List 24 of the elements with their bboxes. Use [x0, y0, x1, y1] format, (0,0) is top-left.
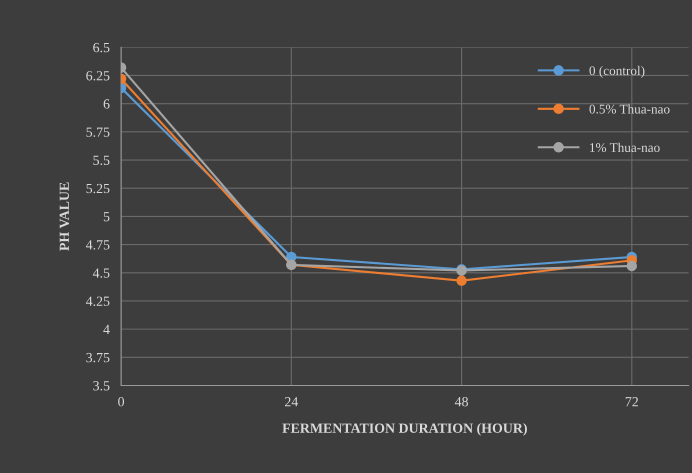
x-tick-label: 72: [626, 397, 638, 406]
legend-label: 0 (control): [589, 66, 644, 78]
point: [626, 260, 638, 272]
point: [456, 275, 467, 286]
y-tick-label: 4.5: [92, 268, 110, 278]
y-tick-label: 6.5: [93, 42, 110, 52]
y-tick-label: 4.75: [86, 240, 110, 250]
y-tick-label: 4: [103, 324, 110, 334]
y-tick-label: 5: [104, 212, 110, 222]
y-tick-label: 6.25: [86, 71, 110, 80]
y-tick-label: 3.75: [86, 352, 110, 362]
y-axis-title: PH VALUE: [60, 182, 70, 251]
legend-label: 1% Thua-nao: [590, 142, 660, 152]
y-tick-label: 6: [104, 99, 110, 109]
y-tick-label: 3.5: [93, 381, 110, 391]
y-tick-label: 5.75: [86, 128, 110, 137]
x-tick-label: 48: [454, 397, 468, 406]
y-tick-label: 4.25: [86, 296, 110, 306]
y-tick-label: 5.5: [93, 156, 110, 166]
legend-label: 0.5% Thua-nao: [589, 104, 670, 114]
y-tick-label: 5.25: [86, 184, 110, 194]
x-tick-label: 0: [118, 397, 124, 406]
x-tick-label: 24: [284, 397, 298, 406]
x-axis-title: FERMENTATION DURATION (HOUR): [282, 423, 527, 436]
